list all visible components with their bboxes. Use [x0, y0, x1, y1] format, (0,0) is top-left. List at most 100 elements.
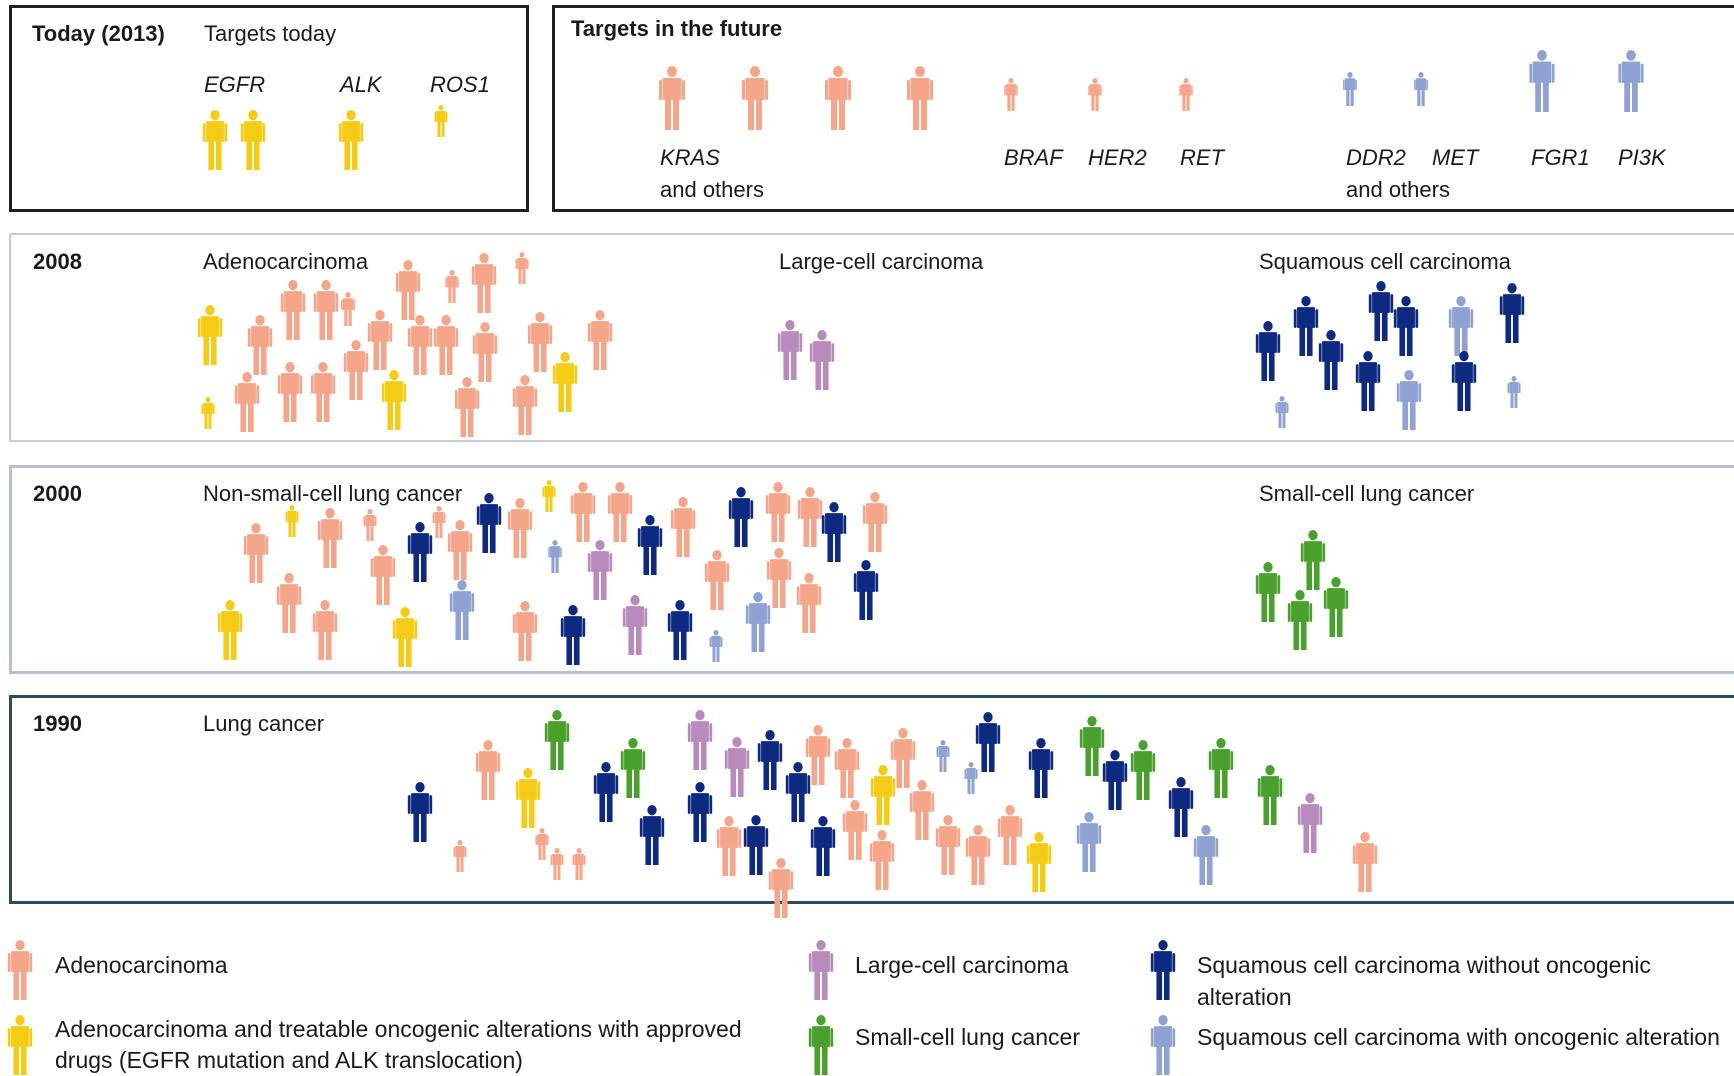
person-icon-l-105: [687, 710, 713, 770]
person-icon-s-134: [1193, 825, 1219, 885]
person-icon-n-127: [1028, 738, 1054, 798]
person-icon-a-23: [471, 253, 497, 313]
person-icon-a-6: [825, 66, 851, 130]
person-icon-a-4: [659, 66, 685, 130]
person-icon-g-135: [1208, 738, 1234, 798]
person-icon-s-123: [964, 762, 978, 794]
person-icon-a-118: [869, 830, 895, 890]
person-icon-a-28: [472, 322, 498, 382]
panel-future: [552, 5, 1734, 212]
target-alk-label: ALK: [340, 72, 382, 97]
person-icon-a-17: [247, 315, 273, 375]
person-icon-n-86: [667, 600, 693, 660]
target-kras-label: KRAS: [660, 145, 720, 170]
person-icon-n-94: [407, 782, 433, 842]
person-icon-n-43: [1318, 330, 1344, 390]
person-icon-a-68: [765, 482, 791, 542]
target-ddr2-sublabel: and others: [1346, 177, 1450, 202]
person-icon-l-85: [622, 595, 648, 655]
person-icon-y-76: [392, 607, 418, 667]
person-icon-l-108: [724, 737, 750, 797]
person-icon-n-143: [1150, 940, 1176, 1000]
year-1990-label: 1990: [33, 711, 82, 736]
person-icon-n-102: [593, 762, 619, 822]
person-icon-a-20: [341, 292, 355, 326]
person-icon-a-37: [512, 375, 538, 435]
person-icon-s-144: [1150, 1015, 1176, 1075]
person-icon-l-79: [587, 540, 613, 600]
person-icon-s-50: [1275, 396, 1289, 428]
person-icon-s-77: [449, 580, 475, 640]
year-2000-label: 2000: [33, 481, 82, 506]
person-icon-s-11: [1343, 72, 1357, 106]
person-icon-y-74: [217, 600, 243, 660]
person-icon-a-62: [507, 498, 533, 558]
person-icon-a-26: [407, 315, 433, 375]
person-icon-a-63: [570, 482, 596, 542]
person-icon-a-21: [395, 260, 421, 320]
person-icon-a-75: [312, 600, 338, 660]
legend-squamous-alt-label: Squamous cell carcinoma with oncogenic a…: [1197, 1024, 1720, 1050]
person-icon-s-130: [1076, 812, 1102, 872]
person-icon-a-72: [370, 545, 396, 605]
person-icon-a-113: [805, 725, 831, 785]
person-icon-n-84: [560, 605, 586, 665]
legend-adeno-treatable-label-1: Adenocarcinoma and treatable oncogenic a…: [55, 1016, 742, 1042]
person-icon-a-27: [433, 315, 459, 375]
legend-squamous-no-alt-label: Squamous cell carcinoma without oncogeni…: [1197, 952, 1651, 1010]
person-icon-a-25: [367, 310, 393, 370]
panel-1990: [9, 695, 1734, 904]
person-icon-s-52: [1507, 376, 1521, 408]
person-icon-n-45: [1393, 296, 1419, 356]
person-icon-a-73: [276, 573, 302, 633]
person-icon-y-3: [434, 105, 448, 137]
target-met-label: MET: [1432, 145, 1479, 170]
person-icon-a-139: [7, 940, 33, 1000]
person-icon-s-46: [1448, 296, 1474, 356]
person-icon-l-40: [809, 330, 835, 390]
person-icon-g-103: [620, 738, 646, 798]
person-icon-y-1: [240, 110, 266, 170]
person-icon-a-55: [432, 506, 446, 538]
person-icon-y-53: [285, 505, 299, 537]
person-icon-a-30: [587, 310, 613, 370]
person-icon-l-137: [1297, 793, 1323, 853]
person-icon-n-106: [687, 782, 713, 842]
person-icon-n-61: [476, 493, 502, 553]
person-icon-y-0: [202, 110, 228, 170]
person-icon-a-10: [1179, 78, 1193, 111]
person-icon-n-67: [728, 487, 754, 547]
person-icon-a-69: [797, 487, 823, 547]
person-icon-a-119: [890, 728, 916, 788]
target-kras-sublabel: and others: [660, 177, 764, 202]
person-icon-n-114: [810, 816, 836, 876]
person-icon-a-71: [862, 492, 888, 552]
person-icon-s-14: [1618, 50, 1644, 112]
person-icon-a-89: [796, 573, 822, 633]
person-icon-a-36: [454, 377, 480, 437]
person-icon-a-22: [445, 270, 459, 303]
person-icon-a-5: [742, 66, 768, 130]
person-icon-a-34: [310, 362, 336, 422]
person-icon-s-13: [1529, 50, 1555, 112]
person-icon-a-107: [716, 816, 742, 876]
person-icon-g-93: [1323, 577, 1349, 637]
person-icon-a-64: [607, 482, 633, 542]
person-icon-s-78: [548, 540, 562, 573]
person-icon-l-141: [808, 940, 834, 1000]
person-icon-n-49: [1451, 351, 1477, 411]
person-icon-a-24: [515, 252, 529, 284]
target-braf-label: BRAF: [1004, 145, 1063, 170]
person-icon-l-39: [777, 320, 803, 380]
target-fgr1-label: FGR1: [1531, 145, 1590, 170]
target-ddr2-label: DDR2: [1346, 145, 1406, 170]
person-icon-y-35: [381, 370, 407, 430]
person-icon-a-111: [768, 858, 794, 918]
person-icon-n-59: [407, 522, 433, 582]
person-icon-g-98: [544, 710, 570, 770]
person-icon-a-138: [1352, 832, 1378, 892]
person-icon-n-42: [1293, 296, 1319, 356]
person-icon-a-7: [907, 66, 933, 130]
person-icon-a-32: [234, 372, 260, 432]
